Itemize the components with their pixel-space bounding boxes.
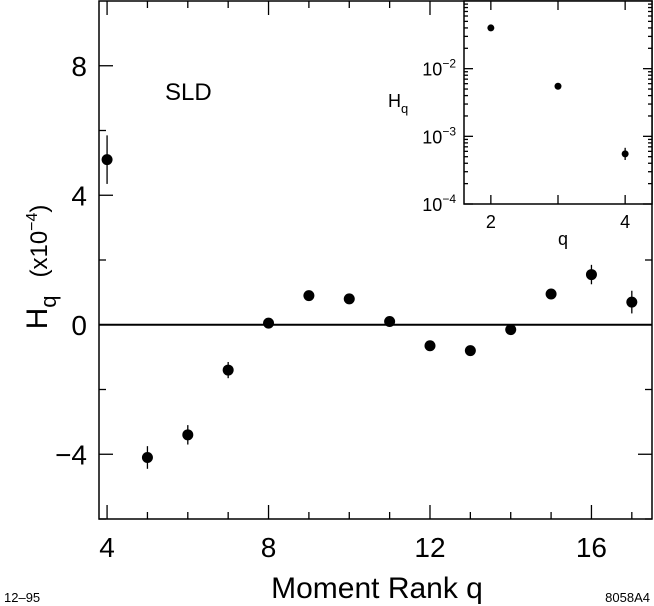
y-axis-label-close: ) <box>26 205 53 213</box>
data-point <box>545 288 557 300</box>
data-point <box>384 316 396 328</box>
data-point <box>141 451 153 463</box>
svg-text:Hq(x10−4): Hq (x10−4) <box>21 205 61 330</box>
x-axis-label: Moment Rank q <box>271 572 483 605</box>
inset-data-points <box>487 24 629 160</box>
inset-tick-labels: 2 4 10−4 10−3 10−2 <box>422 57 630 232</box>
inset-data-point <box>487 24 495 32</box>
y-axis-label-exp: −4 <box>24 212 41 230</box>
data-point <box>303 290 315 302</box>
data-point <box>505 324 517 336</box>
x-tick-label: 4 <box>99 532 115 563</box>
inset-x-axis-label: q <box>558 229 568 249</box>
inset-x-tick-label: 4 <box>620 212 630 232</box>
y-tick-label: −4 <box>55 439 87 470</box>
inset-axes-ticks <box>464 1 652 205</box>
x-tick-label: 12 <box>414 532 445 563</box>
x-tick-label: 8 <box>261 532 277 563</box>
data-point <box>585 269 597 281</box>
y-axis-label-sub: q <box>36 296 61 308</box>
inset-y-tick-label: 10−3 <box>422 124 456 147</box>
data-point <box>182 429 194 441</box>
inset-y-tick-label: 10−2 <box>422 57 456 80</box>
data-point <box>101 154 113 166</box>
y-tick-label: 0 <box>71 310 87 341</box>
y-axis-label-main: H <box>21 308 54 330</box>
y-tick-label: 4 <box>71 180 87 211</box>
y-tick-label: 8 <box>71 51 87 82</box>
footer-left: 12–95 <box>4 590 40 605</box>
footer-right: 8058A4 <box>605 590 650 605</box>
data-point <box>626 296 638 308</box>
inset-data-point <box>621 150 629 158</box>
y-axis-label-scale: (x10 <box>26 231 53 278</box>
x-tick-label: 16 <box>576 532 607 563</box>
data-point <box>222 364 234 376</box>
data-point <box>343 293 355 305</box>
inset-data-point <box>554 82 562 90</box>
data-point <box>424 340 436 352</box>
main-tick-labels: 4 8 12 16 −4 0 4 8 <box>55 51 607 563</box>
main-data-points <box>101 135 638 469</box>
data-point <box>464 345 476 357</box>
data-point <box>263 317 275 329</box>
inset-x-tick-label: 2 <box>486 212 496 232</box>
annotation-sld: SLD <box>165 79 212 106</box>
inset-y-axis-label: Hq <box>388 91 408 116</box>
y-axis-label: Hq (x10−4) <box>21 205 61 330</box>
inset-y-tick-label: 10−4 <box>422 192 456 215</box>
